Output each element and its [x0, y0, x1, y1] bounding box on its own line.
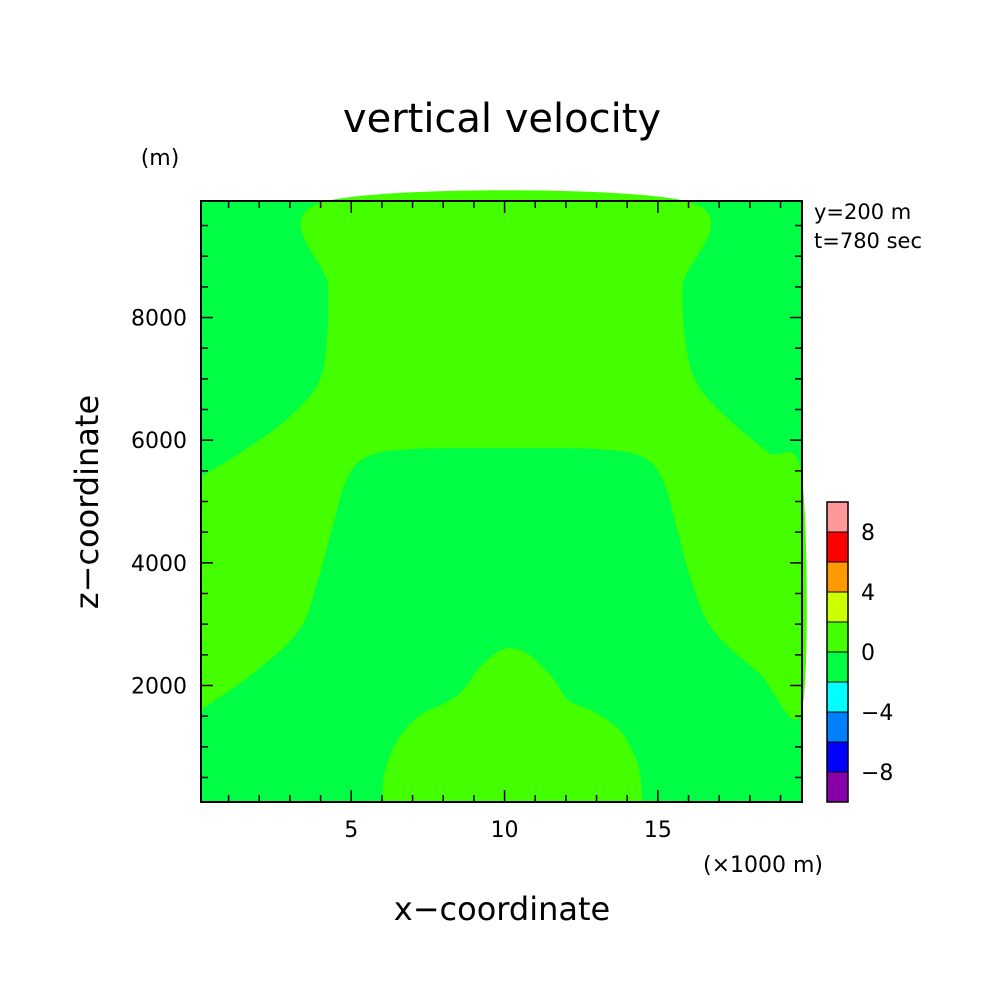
colorbar-bin [826, 501, 849, 533]
colorbar-bin [826, 651, 849, 683]
colorbar-tick-label: 0 [861, 641, 875, 666]
colorbar-bin [826, 561, 849, 593]
annotation-y: y=200 m [814, 200, 911, 224]
y-axis-label: z−coordinate [68, 395, 106, 609]
colorbar-bin [826, 771, 849, 803]
x-tick-label: 15 [644, 818, 672, 843]
colorbar: −8 −4 0 4 8 [826, 501, 893, 803]
chart-title: vertical velocity [343, 96, 661, 142]
colorbar-bin [826, 621, 849, 653]
colorbar-bin [826, 591, 849, 623]
colorbar-bin [826, 531, 849, 563]
x-tick-label: 5 [344, 818, 358, 843]
y-tick-label: 4000 [131, 552, 187, 577]
colorbar-frame [826, 501, 849, 803]
axes: 5 10 15 2000 4000 6000 8000 [131, 200, 803, 843]
y-tick-label: 2000 [131, 674, 187, 699]
colorbar-tick-label: 4 [861, 581, 875, 606]
contour-region-2 [381, 648, 643, 802]
colorbar-bin [826, 741, 849, 773]
colorbar-bin [826, 681, 849, 713]
x-axis-label: x−coordinate [394, 890, 610, 928]
contour-region-1 [201, 190, 807, 721]
colorbar-bin [826, 711, 849, 743]
y-tick-label: 6000 [131, 429, 187, 454]
contour-field [201, 190, 807, 802]
y-unit-label: (m) [141, 146, 180, 171]
x-unit-label: (×1000 m) [703, 853, 823, 878]
colorbar-tick-label: 8 [861, 521, 875, 546]
x-tick-label: 10 [491, 818, 519, 843]
colorbar-tick-label: −8 [861, 761, 893, 786]
colorbar-tick-label: −4 [861, 701, 893, 726]
annotation-t: t=780 sec [814, 229, 922, 253]
y-tick-label: 8000 [131, 307, 187, 332]
